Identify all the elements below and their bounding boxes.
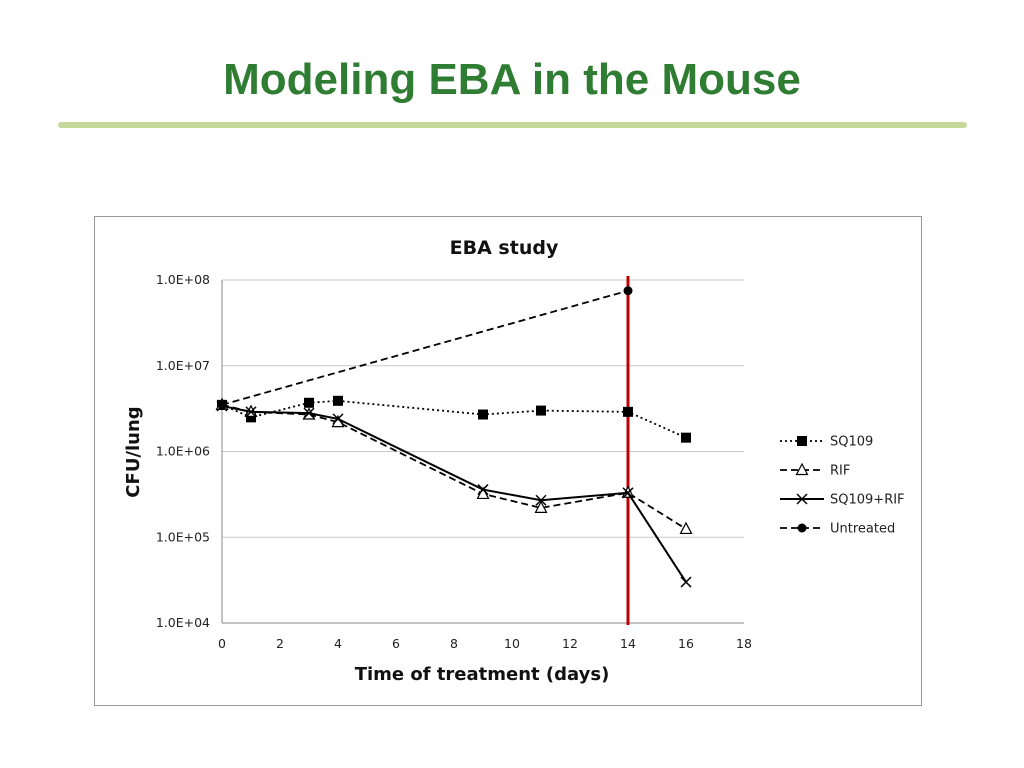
- legend-marker-sq109: [797, 436, 807, 446]
- legend-marker-rif: [795, 462, 809, 476]
- data-point-sq109: [681, 432, 691, 443]
- data-point-sq109-rif: [622, 487, 634, 499]
- legend-label-rif: RIF: [830, 464, 850, 479]
- data-point-sq109-rif: [303, 407, 315, 419]
- y-tick-label: 1.0E+08: [156, 272, 210, 287]
- legend-marker-untreated: [797, 523, 807, 533]
- x-tick-label: 2: [276, 636, 284, 651]
- x-tick-label: 16: [678, 636, 694, 651]
- legend: SQ109 RIF SQ109+RIF Untreated: [780, 435, 905, 537]
- series-line-rif: [221, 403, 687, 530]
- legend-label-sq109-rif: SQ109+RIF: [830, 493, 905, 508]
- x-tick-label: 6: [392, 636, 400, 651]
- series-layer: [215, 286, 693, 588]
- series-line-sq109: [221, 399, 687, 439]
- data-point-untreated: [623, 286, 633, 296]
- series-line-sq109-rif: [221, 404, 687, 583]
- y-axis-title: CFU/lung: [123, 406, 144, 497]
- x-tick-label: 18: [736, 636, 752, 651]
- y-tick-label: 1.0E+05: [156, 529, 210, 544]
- x-tick-label: 4: [334, 636, 342, 651]
- chart-title: EBA study: [450, 237, 559, 259]
- legend-label-untreated: Untreated: [830, 522, 895, 537]
- x-tick-label: 12: [562, 636, 578, 651]
- data-point-sq109-rif-stroke: [535, 494, 547, 506]
- data-point-sq109: [333, 395, 343, 406]
- legend-marker-sq109-rif: [796, 493, 808, 505]
- data-point-sq109-rif-stroke: [477, 484, 489, 496]
- slide-title: Modeling EBA in the Mouse: [223, 55, 801, 104]
- y-tick-label: 1.0E+04: [156, 615, 210, 630]
- data-point-sq109-rif: [245, 406, 257, 418]
- x-tick-label: 8: [450, 636, 458, 651]
- data-point-sq109-rif: [535, 494, 547, 506]
- x-tick-label: 10: [504, 636, 520, 651]
- y-tick-label: 1.0E+07: [156, 358, 210, 373]
- data-point-sq109-rif: [680, 576, 692, 588]
- grid-layer: [222, 279, 744, 624]
- data-point-sq109: [536, 405, 546, 416]
- data-point-rif: [679, 521, 693, 535]
- data-point-sq109: [304, 397, 314, 408]
- data-point-sq109: [478, 409, 488, 420]
- data-point-rif: [534, 500, 548, 513]
- chart-frame: [94, 216, 922, 706]
- y-tick-label: 1.0E+06: [156, 444, 210, 459]
- data-point-sq109-rif-stroke: [245, 406, 257, 418]
- data-point-sq109: [246, 412, 256, 423]
- data-point-sq109: [623, 406, 633, 417]
- legend-marker-sq109-rif-stroke: [796, 493, 808, 505]
- axis-layer: 1.0E+04 1.0E+05 1.0E+06 1.0E+07 1.0E+08 0 2 4 6 8…: [156, 272, 752, 651]
- legend-label-sq109: SQ109: [830, 435, 873, 450]
- title-divider: [58, 122, 967, 128]
- x-tick-label: 14: [620, 636, 636, 651]
- data-point-sq109-rif: [332, 413, 344, 425]
- series-line-untreated: [221, 289, 629, 406]
- x-axis-title: Time of treatment (days): [355, 664, 610, 685]
- data-point-sq109-rif-stroke: [680, 576, 692, 588]
- data-point-sq109-rif-stroke: [622, 487, 634, 499]
- data-point-untreated: [217, 400, 227, 410]
- data-point-sq109-rif: [477, 484, 489, 496]
- data-point-sq109-rif-stroke: [303, 407, 315, 419]
- eba-chart: EBA study 1.0E+041.0E+051.0E+061.0E+071.…: [123, 237, 905, 685]
- x-tick-label: 0: [218, 636, 226, 651]
- data-point-sq109-rif-stroke: [332, 413, 344, 425]
